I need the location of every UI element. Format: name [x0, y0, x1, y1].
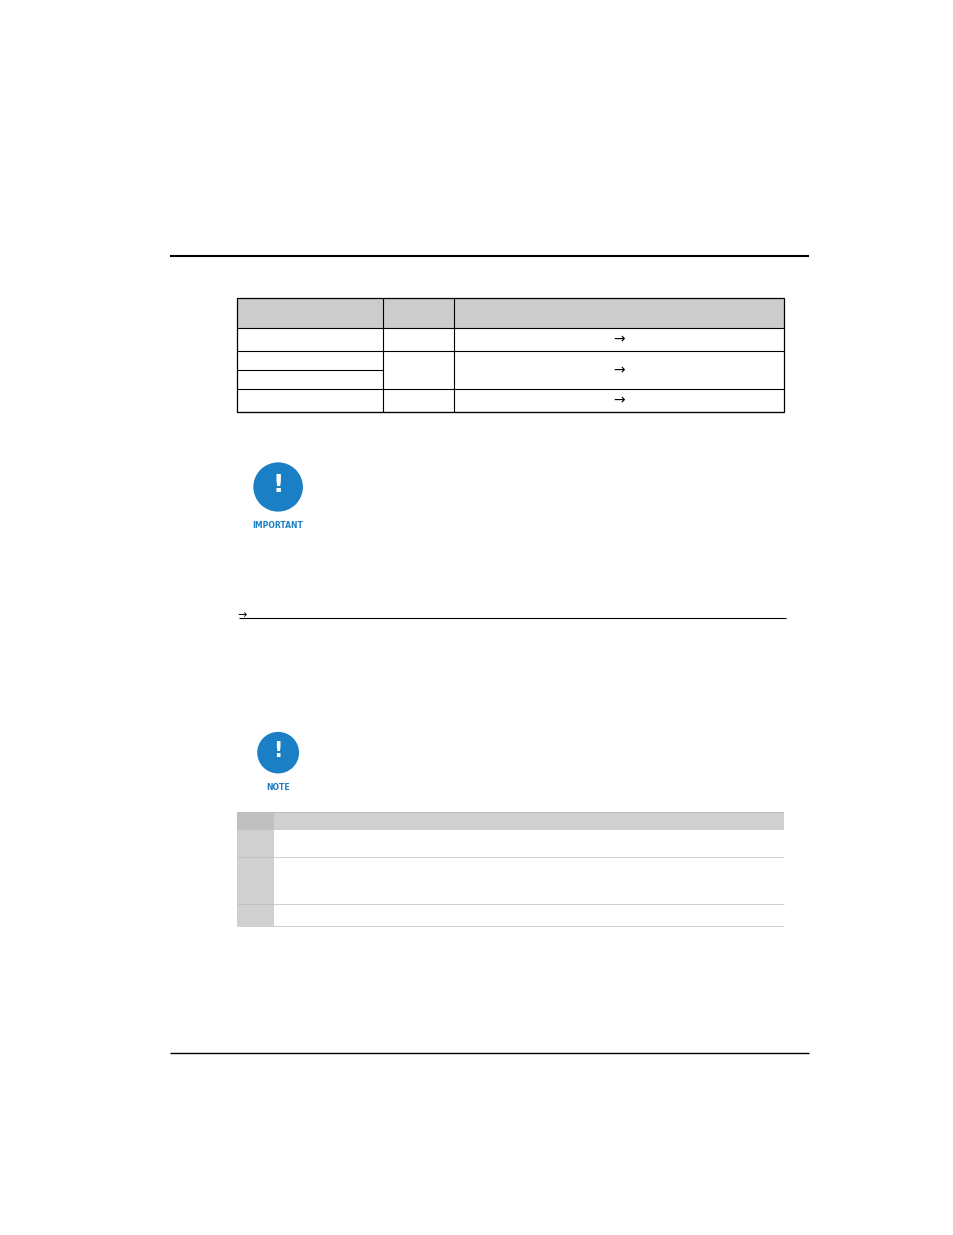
Text: →: → — [613, 394, 624, 408]
Text: →: → — [236, 610, 246, 620]
Ellipse shape — [253, 462, 303, 511]
Text: NOTE: NOTE — [266, 783, 290, 792]
Ellipse shape — [257, 732, 298, 773]
Bar — [236, 811, 274, 829]
Bar — [236, 904, 274, 926]
Text: →: → — [613, 332, 624, 346]
Bar — [236, 299, 783, 327]
Bar — [236, 857, 274, 904]
Bar — [274, 811, 783, 829]
Text: !: ! — [274, 741, 282, 761]
Text: →: → — [613, 363, 624, 377]
Text: IMPORTANT: IMPORTANT — [253, 521, 303, 530]
Bar — [236, 829, 274, 857]
Bar — [236, 299, 783, 412]
Text: !: ! — [273, 473, 283, 496]
